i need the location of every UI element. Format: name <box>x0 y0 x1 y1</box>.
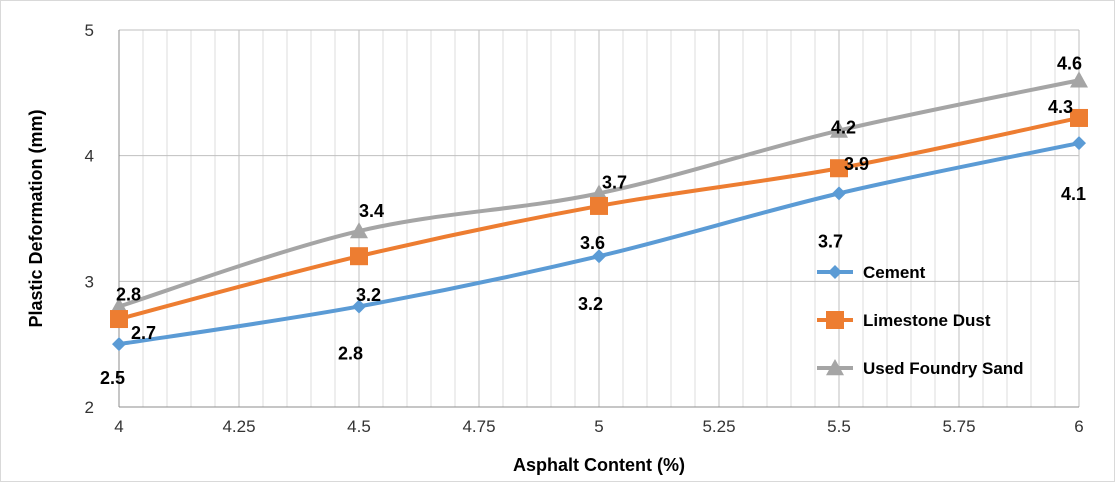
data-point <box>830 121 848 138</box>
data-point <box>590 196 608 215</box>
x-tick-label: 4.25 <box>222 417 255 436</box>
x-tick-label: 5 <box>594 417 603 436</box>
data-point <box>592 249 606 264</box>
data-label: 3.7 <box>602 172 627 192</box>
data-point <box>350 247 368 266</box>
data-point <box>1072 136 1086 151</box>
data-point <box>352 299 366 314</box>
legend-item: Limestone Dust <box>817 311 991 330</box>
y-tick-label: 2 <box>85 398 94 417</box>
data-point <box>112 337 126 352</box>
data-point <box>350 222 368 239</box>
data-label: 4.1 <box>1061 184 1086 204</box>
data-label: 4.6 <box>1057 53 1082 73</box>
data-label: 4.3 <box>1048 97 1073 117</box>
data-point <box>110 310 128 329</box>
x-tick-label: 4 <box>114 417 123 436</box>
series-0 <box>112 136 1086 352</box>
series-1 <box>110 108 1088 329</box>
data-label: 2.8 <box>116 284 141 304</box>
y-axis-title: Plastic Deformation (mm) <box>26 109 46 327</box>
y-tick-label: 4 <box>85 147 94 166</box>
x-tick-label: 6 <box>1074 417 1083 436</box>
legend: Cement Limestone Dust Used Foundry Sand <box>817 263 1024 378</box>
data-point <box>832 186 846 201</box>
data-label: 2.5 <box>100 368 125 388</box>
series-2 <box>110 71 1088 314</box>
legend-item: Used Foundry Sand <box>817 359 1024 378</box>
gridlines <box>118 29 1080 408</box>
data-point <box>1070 108 1088 127</box>
series-group <box>110 71 1088 352</box>
x-tick-label: 5.5 <box>827 417 851 436</box>
data-label: 3.2 <box>578 294 603 314</box>
x-tick-label: 4.5 <box>347 417 371 436</box>
legend-item: Cement <box>817 263 926 282</box>
data-label: 3.4 <box>359 201 384 221</box>
data-label: 3.6 <box>580 233 605 253</box>
data-label: 2.7 <box>131 323 156 343</box>
data-labels: 2.5 2.8 3.2 3.7 4.1 2.7 3.2 3.6 3.9 4.3 2.8 3.4 3.7 4… <box>100 53 1086 388</box>
data-point <box>830 159 848 178</box>
data-label: 4.2 <box>831 118 856 138</box>
data-point <box>590 184 608 201</box>
data-point <box>1070 71 1088 88</box>
data-label: 3.9 <box>844 154 869 174</box>
x-tick-label: 5.75 <box>942 417 975 436</box>
legend-label: Limestone Dust <box>863 311 991 330</box>
legend-marker <box>828 265 842 279</box>
x-axis-title: Asphalt Content (%) <box>513 455 685 475</box>
x-tick-label: 4.75 <box>462 417 495 436</box>
legend-marker <box>826 311 844 329</box>
x-tick-label: 5.25 <box>702 417 735 436</box>
data-label: 3.7 <box>818 231 843 251</box>
data-label: 2.8 <box>338 343 363 363</box>
legend-marker <box>826 359 844 376</box>
data-point <box>110 297 128 314</box>
y-tick-label: 3 <box>85 272 94 291</box>
y-tick-label: 5 <box>85 21 94 40</box>
legend-label: Cement <box>863 263 926 282</box>
legend-label: Used Foundry Sand <box>863 359 1024 378</box>
data-label: 3.2 <box>356 285 381 305</box>
